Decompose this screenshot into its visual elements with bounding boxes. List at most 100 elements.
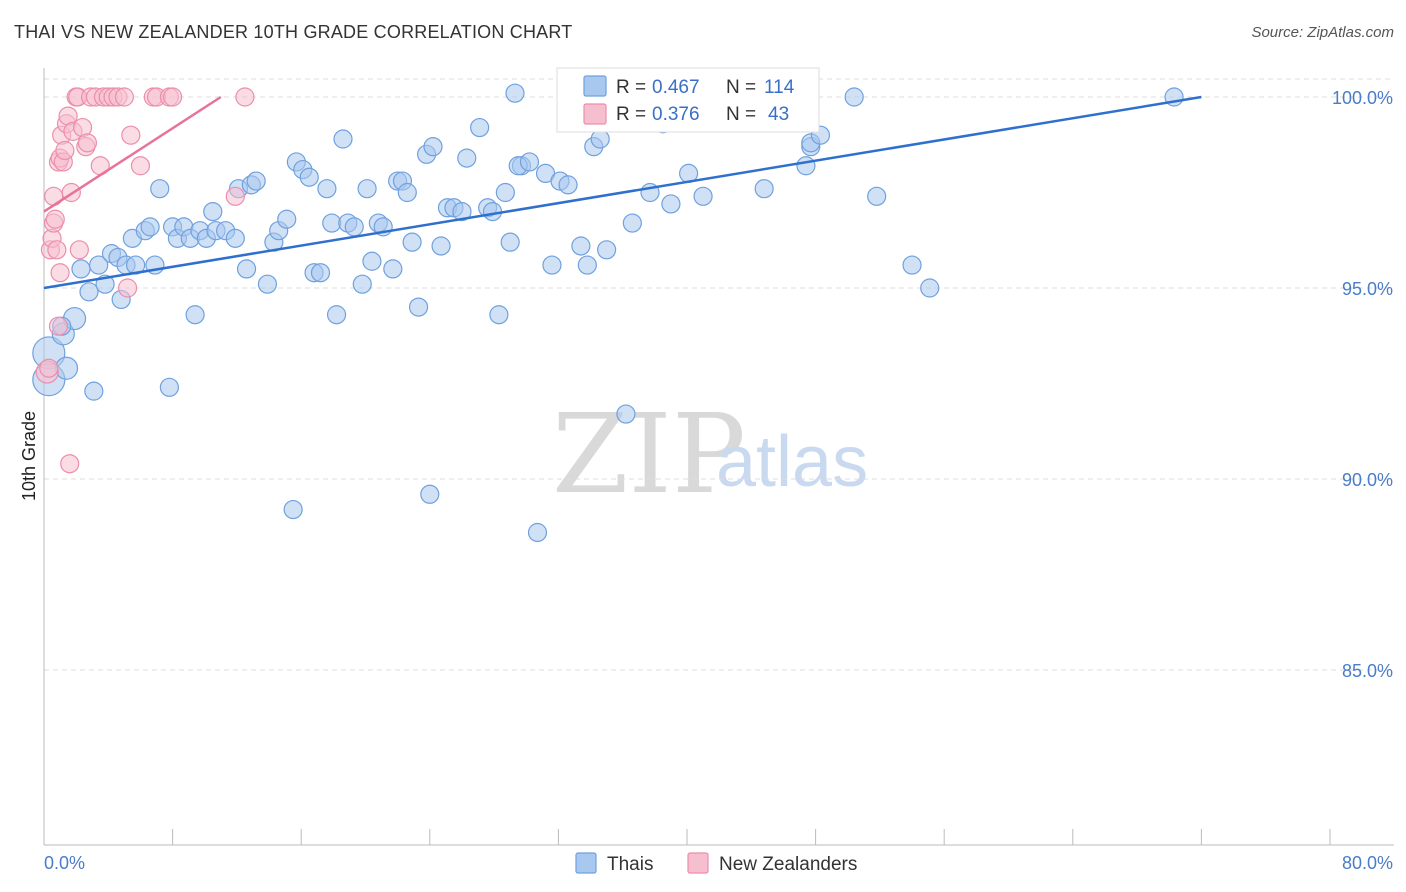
thais-point [661, 194, 681, 214]
x-tick-label: 80.0% [1342, 853, 1393, 873]
thais-point [277, 209, 297, 229]
y-axis-label: 10th Grade [19, 411, 39, 501]
thais-point [867, 186, 887, 206]
thais-point [844, 87, 864, 107]
thais-point [71, 259, 91, 279]
thais-point [383, 259, 403, 279]
legend-r-label-1: R = [616, 77, 646, 98]
chart-title: THAI VS NEW ZEALANDER 10TH GRADE CORRELA… [14, 22, 573, 42]
legend-r-label-2: R = [616, 104, 646, 125]
y-tick-label: 85.0% [1342, 661, 1393, 681]
bottom-legend-swatch-new-zealanders [687, 852, 709, 874]
legend-r-value-1: 0.467 [652, 77, 700, 98]
new-zealanders-point [69, 240, 89, 260]
thais-point [352, 274, 372, 294]
series-legend: Thais New Zealanders [575, 852, 857, 875]
bottom-legend-swatch-thais [575, 852, 597, 874]
new-zealanders-point [77, 133, 98, 153]
thais-point [597, 240, 617, 260]
thais-point [420, 484, 440, 504]
thais-point [527, 522, 548, 543]
new-zealanders-point [130, 156, 151, 176]
legend-n-value-2: 43 [768, 104, 789, 125]
new-zealanders-point [47, 240, 67, 260]
thais-point [495, 182, 515, 203]
axes [43, 68, 1394, 846]
new-zealanders-point [60, 454, 80, 474]
thais-point [482, 202, 503, 222]
new-zealanders-point [117, 278, 138, 298]
thais-point [299, 167, 319, 187]
y-tick-label: 100.0% [1332, 88, 1393, 108]
thais-trend-line [43, 95, 1202, 290]
thais-point [489, 305, 509, 325]
thais-point [185, 305, 205, 325]
thais-point [322, 213, 342, 233]
thais-point [246, 171, 266, 191]
y-tick-label: 95.0% [1342, 279, 1393, 299]
thais-point [452, 202, 472, 222]
new-zealanders-point [121, 125, 141, 145]
thais-point [754, 179, 774, 199]
thais-point [796, 156, 816, 176]
x-tick-label: 0.0% [44, 853, 85, 873]
thais-point [408, 297, 429, 317]
stats-legend: R = 0.467 N = 114 R = 0.376 N = 43 [556, 67, 820, 133]
thais-point [84, 381, 104, 401]
thais-point [577, 255, 597, 275]
bottom-legend-thais: Thais [607, 854, 653, 875]
gridlines [44, 78, 1394, 671]
thais-point [622, 213, 642, 233]
new-zealanders-point [225, 186, 245, 206]
y-tick-labels: 85.0% 90.0% 95.0% 100.0% [1332, 88, 1393, 681]
source-label: Source: ZipAtlas.com [1251, 24, 1394, 41]
thais-point [505, 83, 525, 103]
new-zealanders-point [55, 140, 75, 161]
thais-point [326, 305, 347, 325]
thais-point [203, 202, 223, 222]
thais-point [310, 263, 331, 283]
thais-point [150, 179, 170, 199]
thais-point [344, 217, 364, 237]
thais-point [590, 129, 610, 149]
thais-point [257, 274, 278, 294]
bottom-legend-new-zealanders: New Zealanders [719, 854, 857, 875]
thais-point [616, 404, 636, 424]
thais-point [470, 117, 490, 138]
watermark-atlas: atlas [716, 422, 868, 502]
thais-point [431, 236, 451, 256]
thais-point [920, 278, 940, 298]
legend-r-value-2: 0.376 [652, 104, 700, 125]
thais-point [902, 255, 922, 275]
thais-point [693, 186, 713, 206]
new-zealanders-point [163, 87, 183, 107]
legend-swatch-thais [583, 75, 607, 97]
legend-n-label-1: N = [726, 77, 756, 98]
new-zealanders-point [50, 263, 70, 283]
thais-point [236, 259, 257, 279]
new-zealanders-point [45, 209, 65, 229]
thais-point [519, 152, 540, 172]
x-tick-labels: 0.0% 80.0% [44, 853, 1393, 873]
trend-lines [43, 95, 1202, 290]
watermark-zip: ZIP [552, 390, 746, 518]
thais-point [357, 179, 377, 199]
thais-point [423, 137, 443, 157]
new-zealanders-point [114, 87, 134, 107]
thais-point [542, 255, 562, 275]
y-tick-label: 90.0% [1342, 470, 1393, 490]
thais-point [159, 377, 179, 397]
thais-point [558, 175, 578, 195]
thais-point [571, 236, 591, 256]
legend-n-value-1: 114 [764, 77, 795, 98]
thais-point [397, 182, 417, 203]
thais-point [457, 148, 477, 168]
thais-point [89, 255, 109, 275]
thais-point [402, 232, 422, 252]
legend-swatch-new-zealanders [583, 103, 607, 125]
thais-point [54, 356, 79, 380]
new-zealanders-trend-line [43, 95, 222, 213]
new-zealanders-points [35, 87, 255, 474]
new-zealanders-point [39, 358, 59, 378]
